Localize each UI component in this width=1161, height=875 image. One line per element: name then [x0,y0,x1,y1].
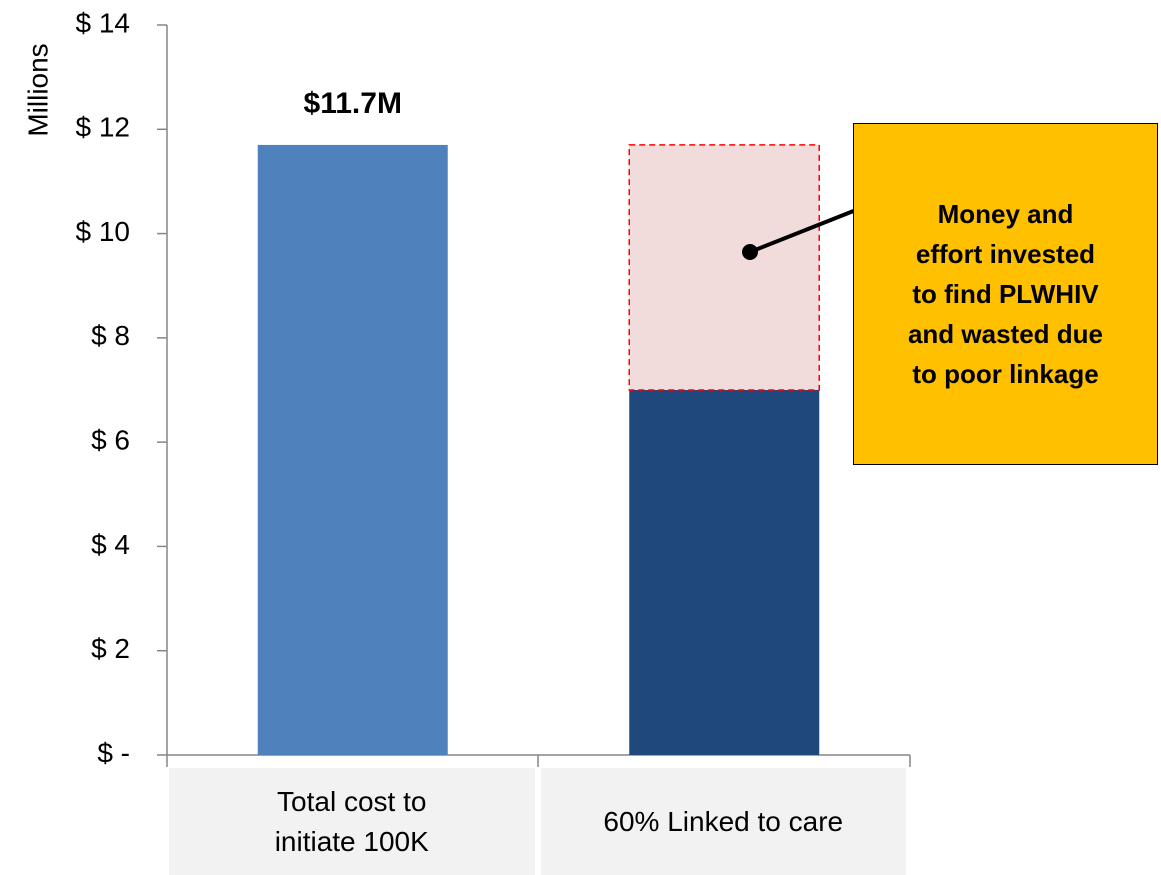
y-tick-label: $ 14 [76,7,131,38]
y-axis-label: Millions [22,43,53,136]
y-tick-label: $ 4 [91,529,130,560]
bar-segment [628,144,820,391]
annotation-box: Money and effort invested to find PLWHIV… [853,123,1158,465]
bar-segment [629,390,820,755]
leader-dot [742,244,758,260]
data-label: $11.7M [304,87,402,120]
x-tick-label: 60% Linked to care [540,768,906,875]
leader-line [749,208,857,254]
y-tick-label: $ 10 [76,216,131,247]
y-tick-label: $ 6 [91,425,130,456]
y-tick-label: $ 2 [91,633,130,664]
y-tick-label: $ - [97,737,130,768]
x-tick-label: Total cost to initiate 100K [169,768,535,875]
y-tick-label: $ 8 [91,320,130,351]
bar-segment [257,144,448,755]
y-tick-label: $ 12 [76,112,131,143]
